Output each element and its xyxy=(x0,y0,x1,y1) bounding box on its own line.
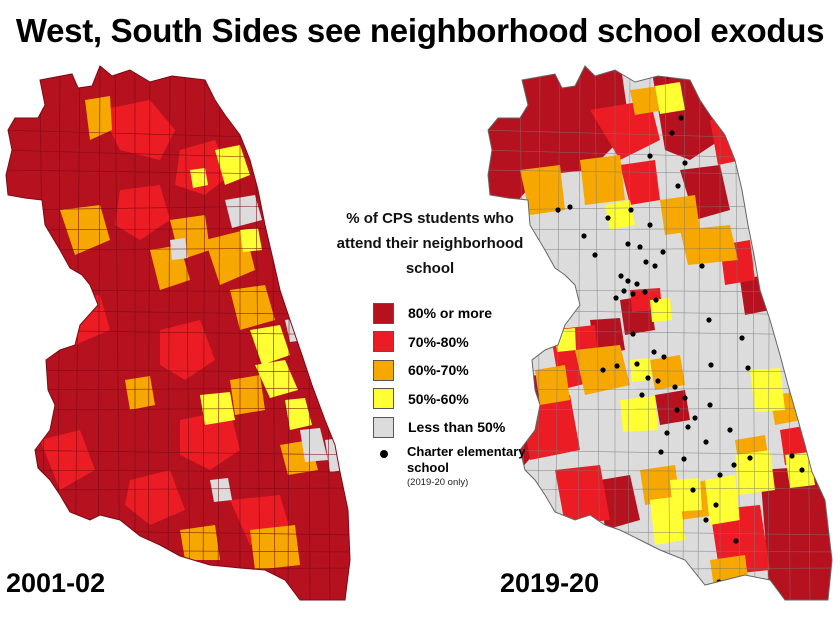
legend-label: 60%-70% xyxy=(408,362,469,379)
legend-label: 50%-60% xyxy=(408,390,469,407)
map-2001-02 xyxy=(5,65,351,601)
legend-swatch xyxy=(373,359,394,381)
legend: % of CPS students who attend their neigh… xyxy=(305,206,555,490)
legend-item-60-70: 60%-70% xyxy=(373,356,555,385)
legend-items: 80% or more 70%-80% 60%-70% 50%-60% Less… xyxy=(373,299,555,442)
legend-title: % of CPS students who attend their neigh… xyxy=(305,206,555,281)
legend-item-less-50: Less than 50% xyxy=(373,413,555,442)
charter-note: (2019-20 only) xyxy=(407,476,469,488)
legend-title-line: % of CPS students who xyxy=(346,210,514,227)
legend-title-line: school xyxy=(405,260,455,277)
year-label-left: 2001-02 xyxy=(6,568,106,598)
legend-item-50-60: 50%-60% xyxy=(373,385,555,414)
legend-item-charter: Charter elementary school (2019-20 only) xyxy=(373,444,555,490)
legend-item-80-plus: 80% or more xyxy=(373,299,555,328)
charter-school-dots xyxy=(555,73,805,585)
charter-dot-icon xyxy=(380,449,388,458)
legend-label: 70%-80% xyxy=(408,333,469,350)
legend-swatch xyxy=(373,416,394,438)
legend-swatch xyxy=(373,331,394,353)
charter-label: Charter elementary school xyxy=(407,443,526,475)
legend-title-line: attend their neighborhood xyxy=(336,235,524,252)
legend-item-70-80: 70%-80% xyxy=(373,328,555,357)
map-2019-20 xyxy=(487,65,833,601)
year-label-right: 2019-20 xyxy=(500,568,600,598)
map-title: West, South Sides see neighborhood schoo… xyxy=(15,12,825,49)
legend-swatch xyxy=(373,302,394,324)
legend-swatch xyxy=(373,388,394,410)
legend-label: Less than 50% xyxy=(408,419,506,436)
legend-label: 80% or more xyxy=(408,305,493,322)
